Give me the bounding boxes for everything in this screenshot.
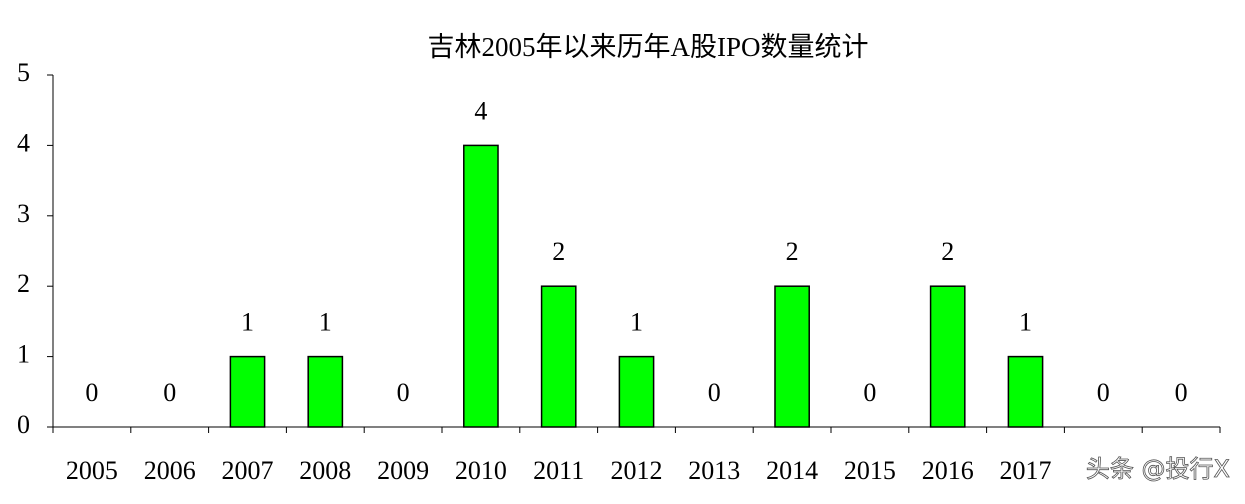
bar: [307, 355, 344, 428]
data-label: 0: [863, 378, 876, 407]
bar: [774, 285, 810, 428]
data-label: 0: [163, 378, 176, 407]
chart-title: 吉林2005年以来历年A股IPO数量统计: [427, 32, 868, 62]
data-label: 1: [630, 308, 643, 337]
x-tick-label: 2016: [922, 456, 974, 485]
data-label: 1: [1019, 308, 1032, 337]
x-tick-label: 2009: [377, 456, 429, 485]
y-tick-label: 2: [17, 269, 30, 298]
x-tick-label: 2010: [455, 456, 507, 485]
y-tick-label: 3: [17, 199, 30, 228]
x-tick-label: 2005: [66, 456, 118, 485]
x-tick-label: 2007: [222, 456, 274, 485]
data-label: 1: [319, 308, 332, 337]
y-tick-label: 1: [17, 340, 30, 369]
x-tick-label: 2015: [844, 456, 896, 485]
data-label: 0: [397, 378, 410, 407]
data-label: 1: [241, 308, 254, 337]
y-tick-label: 0: [17, 410, 30, 439]
data-label: 2: [552, 237, 565, 266]
x-tick-label: 2014: [766, 456, 818, 485]
data-label: 0: [708, 378, 721, 407]
y-tick-label: 5: [17, 58, 30, 87]
x-tick-label: 2006: [144, 456, 196, 485]
y-tick-label: 4: [17, 128, 30, 157]
x-tick-label: 2013: [688, 456, 740, 485]
data-label: 0: [1175, 378, 1188, 407]
data-label: 0: [1097, 378, 1110, 407]
bar: [1007, 355, 1044, 428]
data-label: 2: [786, 237, 799, 266]
bar: [463, 144, 499, 428]
bar: [540, 285, 577, 428]
x-tick-label: 2017: [1000, 456, 1052, 485]
data-label: 2: [941, 237, 954, 266]
bar: [929, 285, 966, 428]
x-tick-label: 2012: [611, 456, 663, 485]
data-label: 4: [474, 96, 487, 125]
bar: [618, 355, 655, 428]
data-label: 0: [85, 378, 98, 407]
watermark: 头条 @投行X: [1086, 455, 1230, 483]
x-tick-label: 2008: [299, 456, 351, 485]
x-tick-label: 2011: [533, 456, 584, 485]
bar: [229, 355, 266, 428]
